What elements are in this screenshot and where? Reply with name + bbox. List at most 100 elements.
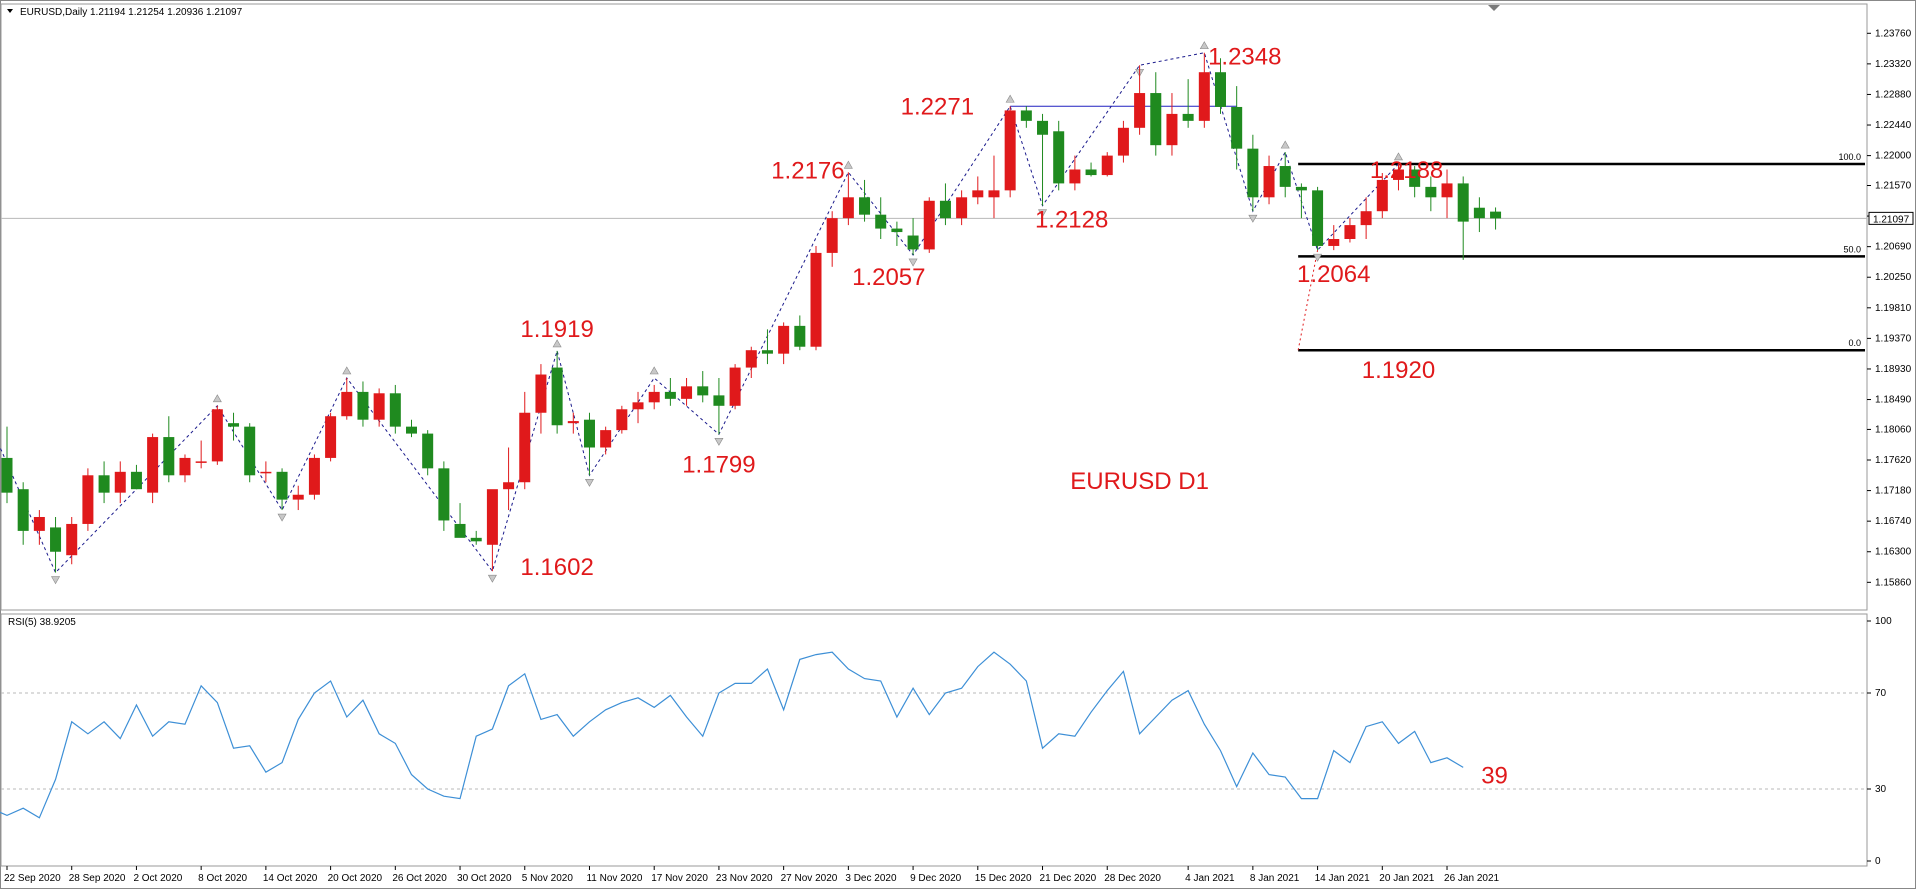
candle <box>470 530 482 545</box>
swing-low-marker-icon <box>1313 253 1323 262</box>
candle-body <box>66 523 78 556</box>
candle <box>1150 72 1162 156</box>
candle <box>211 405 223 465</box>
candle-body <box>1150 93 1162 146</box>
swing-low-marker-icon <box>1248 214 1258 223</box>
price-annotation: 1.1920 <box>1362 357 1435 384</box>
candle <box>1247 134 1259 212</box>
candle <box>1053 120 1065 191</box>
price-tick-label: 1.20250 <box>1875 272 1912 283</box>
candle <box>66 516 78 565</box>
date-tick-label: 8 Oct 2020 <box>198 873 247 884</box>
price-annotation: 1.2271 <box>901 93 974 120</box>
price-tick-label: 1.16740 <box>1875 516 1912 527</box>
candle <box>503 447 515 511</box>
swing-low-marker-icon <box>487 574 497 583</box>
candle <box>794 315 806 351</box>
date-tick-label: 28 Dec 2020 <box>1104 873 1161 884</box>
dropdown-triangle-icon[interactable] <box>7 9 13 13</box>
price-annotation: 1.2064 <box>1297 261 1370 288</box>
rsi-line <box>0 651 1464 819</box>
candle-body <box>616 409 628 431</box>
candle <box>632 391 644 424</box>
candle <box>486 489 498 572</box>
candle <box>50 516 62 573</box>
candle <box>422 430 434 476</box>
candle-body <box>956 197 968 219</box>
candle <box>1134 65 1146 135</box>
fib-trend-line[interactable] <box>1297 250 1319 351</box>
candle <box>1020 106 1032 128</box>
rsi-tick-label: 0 <box>1875 856 1881 867</box>
candle-body <box>761 350 773 354</box>
price-tick-label: 1.20690 <box>1875 242 1912 253</box>
candle-body <box>1425 186 1437 198</box>
date-tick-label: 20 Oct 2020 <box>328 873 383 884</box>
candle <box>163 416 175 483</box>
candle-body <box>972 190 984 198</box>
price-annotations: 1.2348 1.2271 1.2188 1.2176 1.2128 1.2057 1.20… <box>520 44 1443 581</box>
candle <box>761 329 773 365</box>
candle <box>1069 155 1081 191</box>
candle-body <box>1312 190 1324 246</box>
candle <box>438 461 450 531</box>
candle-body <box>988 190 1000 198</box>
candle-body <box>745 350 757 368</box>
candle <box>1215 58 1226 114</box>
date-tick-label: 26 Jan 2021 <box>1444 873 1499 884</box>
candle <box>1409 166 1421 198</box>
price-panel[interactable]: 1.23760 1.23320 1.22880 1.22440 1.22000 1.215… <box>0 3 1914 611</box>
swing-low-marker-icon <box>277 513 287 522</box>
candle-body <box>713 395 725 406</box>
candle-body <box>1101 155 1113 176</box>
candle-body <box>1085 169 1097 176</box>
candle <box>308 454 320 500</box>
candle <box>875 197 887 240</box>
rsi-panel[interactable]: 100 70 30 0 RSI(5) 38.9205 39 <box>0 613 1892 867</box>
candle <box>1473 197 1485 233</box>
date-tick-label: 8 Jan 2021 <box>1250 873 1300 884</box>
price-tick-label: 1.19810 <box>1875 303 1912 314</box>
candle <box>697 371 709 403</box>
swing-low-marker-icon <box>51 576 61 585</box>
swing-high-marker-icon <box>342 366 352 375</box>
price-annotation: 1.1919 <box>520 316 593 343</box>
scroll-shift-marker-icon[interactable] <box>1488 5 1500 11</box>
date-tick-label: 4 Jan 2021 <box>1185 873 1235 884</box>
candle-body <box>729 367 741 406</box>
candle <box>519 391 531 490</box>
rsi-panel-border <box>0 613 1868 867</box>
candle-body <box>341 391 353 417</box>
price-annotation: 1.2348 <box>1208 44 1281 71</box>
candle <box>98 461 110 504</box>
candle <box>1231 86 1243 170</box>
candle <box>616 405 628 434</box>
candle <box>147 433 159 504</box>
swing-high-marker-icon <box>1393 152 1403 161</box>
candle-body <box>1166 113 1178 146</box>
candle <box>1182 79 1194 128</box>
candle <box>745 346 757 378</box>
candle <box>664 377 676 406</box>
zigzag-indicator <box>0 41 1403 585</box>
candle-body <box>179 457 191 476</box>
swing-low-marker-icon <box>584 478 594 487</box>
candle-body <box>357 391 369 420</box>
candle-body <box>1134 93 1146 128</box>
candle <box>1360 197 1372 240</box>
candle-body <box>583 419 595 448</box>
swing-high-marker-icon <box>552 339 562 348</box>
candle-body <box>147 437 159 493</box>
date-tick-label: 14 Jan 2021 <box>1315 873 1370 884</box>
rsi-tick-label: 100 <box>1875 616 1892 627</box>
candle <box>859 179 871 222</box>
candle <box>923 197 935 253</box>
candle-body <box>1182 113 1194 121</box>
price-tick-label: 1.23320 <box>1875 59 1912 70</box>
price-tick-label: 1.22000 <box>1875 151 1912 162</box>
price-tick-label: 1.23760 <box>1875 28 1912 39</box>
candle <box>1037 113 1049 206</box>
rsi-header: RSI(5) 38.9205 <box>8 617 76 628</box>
candle-body <box>794 325 806 347</box>
